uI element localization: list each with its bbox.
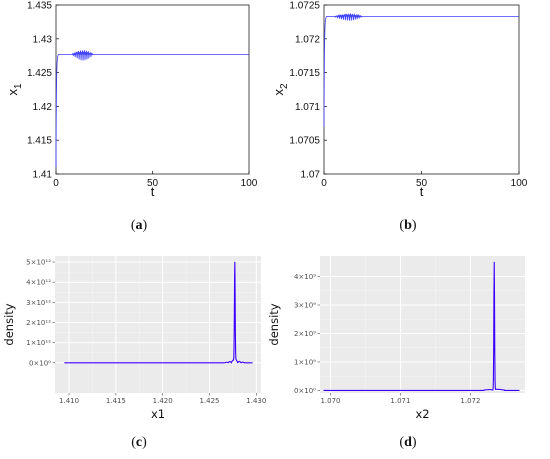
y-tick-label: 1.0715: [289, 68, 320, 79]
x-tick-label: 1.420: [153, 397, 173, 405]
y-tick-label: 2×10⁹: [294, 330, 316, 338]
x-tick-label: 1.410: [59, 397, 79, 405]
panel-d-density-chart: 0×10⁰ 1×10⁹ 2×10⁹ 3×10⁹ 4×10⁹ 1.070 1.071 1.072…: [267, 256, 525, 450]
x-tick-label: 1.072: [460, 397, 480, 405]
y-tick-label: 1.072: [295, 34, 320, 45]
x-axis-label: x1: [151, 407, 165, 421]
x-tick-label: 0: [321, 178, 327, 189]
panel-c-density-chart: 0×10⁰ 1×10¹² 2×10¹² 3×10¹² 4×10¹² 5×10¹² 1.410…: [2, 256, 266, 450]
y-tick-label: 1.415: [27, 136, 52, 147]
x-axis-label: t: [151, 184, 155, 199]
x-axis-label: t: [420, 184, 424, 199]
x-tick-label: 100: [241, 178, 258, 189]
x-tick-label: 1.070: [320, 397, 340, 405]
y-tick-label: 0×10⁰: [29, 359, 51, 367]
y-axis-label: density: [267, 303, 281, 345]
y-tick-label: 1.43: [33, 34, 53, 45]
x-tick-label: 50: [416, 178, 428, 189]
y-tick-label: 4×10⁹: [294, 273, 316, 281]
plot-panel: [320, 256, 525, 393]
panel-b-line-chart: 1.07 1.0705 1.071 1.0715 1.072 1.0725 0 50 100 t x…: [271, 1, 528, 234]
panel-letter: c: [136, 435, 142, 450]
panel-letter: d: [404, 435, 412, 450]
density-curve: [323, 261, 520, 391]
y-tick-label: 3×10⁹: [294, 301, 316, 309]
x-tick-label: 0: [53, 178, 59, 189]
series-line: [323, 12, 519, 127]
y-axis-label-main: x: [5, 89, 20, 96]
y-tick-label: 2×10¹²: [26, 319, 51, 327]
y-tick-label: 1.07: [301, 170, 321, 181]
y-tick-label: 3×10¹²: [26, 299, 51, 307]
panel-caption: (b): [399, 218, 416, 233]
y-tick-label: 1.41: [33, 170, 53, 181]
y-axis-label-subscript: 2: [279, 83, 290, 89]
panel-letter: a: [136, 218, 143, 233]
y-tick-label: 1.071: [295, 102, 320, 113]
y-axis-label-main: x: [271, 89, 286, 96]
x-tick-label: 1.071: [390, 397, 410, 405]
panel-a-line-chart: 1.41 1.415 1.42 1.425 1.43 1.435 0 50 100 t x1 (a): [5, 1, 258, 234]
y-tick-label: 1.425: [27, 68, 52, 79]
y-axis-label: x2: [271, 83, 290, 96]
panel-caption: (c): [131, 435, 147, 450]
y-axis-label: density: [2, 303, 16, 345]
y-tick-label: 1.0705: [289, 136, 320, 147]
plot-frame: [323, 4, 520, 175]
y-tick-label: 1.42: [33, 102, 53, 113]
panel-letter: b: [404, 218, 412, 233]
x-tick-label: 50: [147, 178, 159, 189]
x-axis-label: x2: [415, 407, 429, 421]
y-tick-label: 0×10⁰: [294, 387, 316, 395]
x-tick-label: 1.425: [199, 397, 219, 405]
y-tick-label: 1×10¹²: [26, 339, 51, 347]
density-curve: [64, 261, 253, 364]
plot-frame: [55, 4, 250, 175]
x-tick-label: 1.430: [246, 397, 266, 405]
plot-panel: [55, 256, 261, 393]
panel-caption: (a): [131, 218, 148, 233]
panel-caption: (d): [399, 435, 416, 450]
y-tick-label: 4×10¹²: [26, 279, 51, 287]
y-axis-label: x1: [5, 83, 24, 96]
y-tick-label: 5×10¹²: [26, 259, 51, 267]
y-tick-label: 1.0725: [289, 1, 320, 12]
x-tick-label: 1.415: [106, 397, 126, 405]
series-line: [55, 49, 249, 168]
y-tick-label: 1.435: [27, 1, 52, 12]
y-tick-label: 1×10⁹: [294, 358, 316, 366]
x-tick-label: 100: [511, 178, 528, 189]
y-axis-label-subscript: 1: [13, 83, 24, 89]
